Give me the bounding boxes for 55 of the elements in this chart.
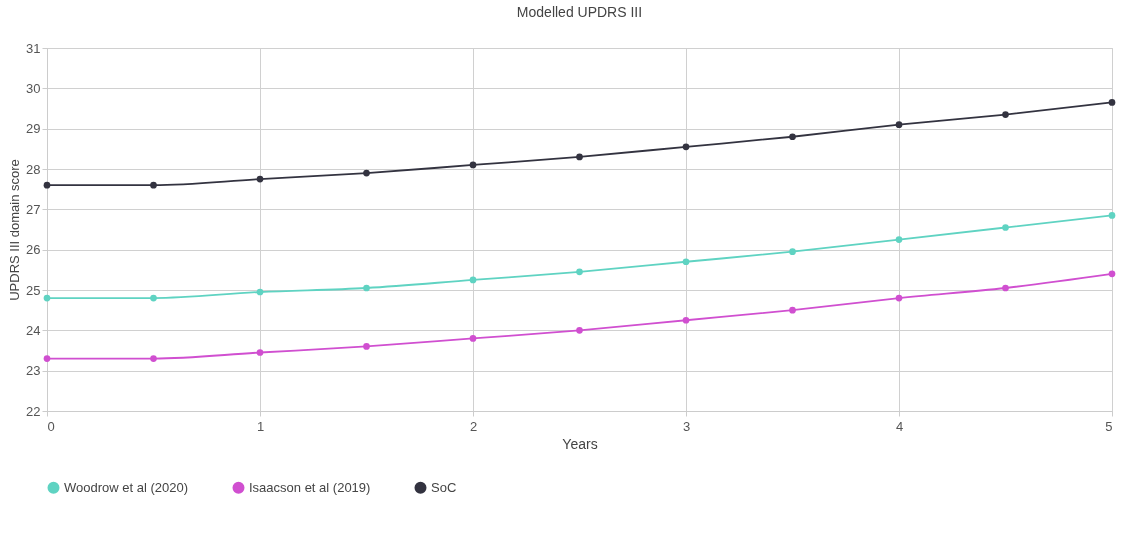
- point: [43, 355, 51, 362]
- point: [682, 258, 690, 266]
- y-tick-label: 23: [26, 363, 41, 379]
- legend-label: Woodrow et al (2020): [64, 479, 189, 495]
- point: [682, 143, 690, 151]
- y-tick-label: 25: [26, 282, 41, 298]
- y-tick-label: 22: [26, 403, 41, 419]
- point: [363, 343, 370, 350]
- point: [895, 121, 903, 128]
- point: [682, 316, 690, 324]
- point: [469, 161, 477, 169]
- x-tick-label: 0: [47, 418, 55, 434]
- point: [789, 248, 796, 256]
- point: [576, 326, 583, 334]
- point: [469, 335, 477, 342]
- x-tick-label: 5: [1105, 418, 1113, 434]
- point: [1002, 284, 1009, 292]
- x-tick-label: 3: [682, 418, 691, 434]
- point: [1002, 111, 1009, 118]
- y-tick-label: 28: [26, 161, 41, 177]
- point: [1002, 224, 1009, 231]
- point: [1108, 212, 1116, 219]
- point: [895, 294, 903, 302]
- x-tick-label: 4: [895, 418, 904, 434]
- y-tick-label: 24: [26, 322, 41, 338]
- y-tick-label: 30: [26, 80, 41, 96]
- y-axis-title: UPDRS III domain score: [7, 159, 23, 301]
- x-axis-title: Years: [562, 435, 598, 452]
- point: [150, 294, 157, 302]
- point: [256, 349, 264, 356]
- point: [895, 236, 903, 243]
- point: [363, 284, 370, 292]
- point: [1108, 270, 1116, 278]
- chart-title: Modelled UPDRS III: [516, 4, 643, 20]
- point: [576, 268, 583, 276]
- point: [576, 153, 583, 161]
- point: [150, 181, 157, 189]
- y-tick-label: 27: [26, 201, 41, 217]
- point: [256, 175, 264, 183]
- x-tick-label: 1: [256, 418, 265, 434]
- point: [256, 288, 264, 296]
- y-tick-label: 26: [26, 242, 41, 258]
- point: [1108, 99, 1116, 106]
- legend-label: Isaacson et al (2019): [249, 479, 371, 495]
- x-tick-label: 2: [469, 418, 478, 434]
- legend-label: SoC: [431, 479, 457, 495]
- y-tick-label: 31: [26, 40, 41, 56]
- point: [789, 306, 796, 314]
- point: [363, 169, 370, 177]
- point: [43, 181, 51, 189]
- point: [469, 276, 477, 284]
- point: [789, 133, 796, 141]
- point: [43, 294, 51, 302]
- point: [150, 355, 157, 362]
- y-tick-label: 29: [26, 121, 41, 137]
